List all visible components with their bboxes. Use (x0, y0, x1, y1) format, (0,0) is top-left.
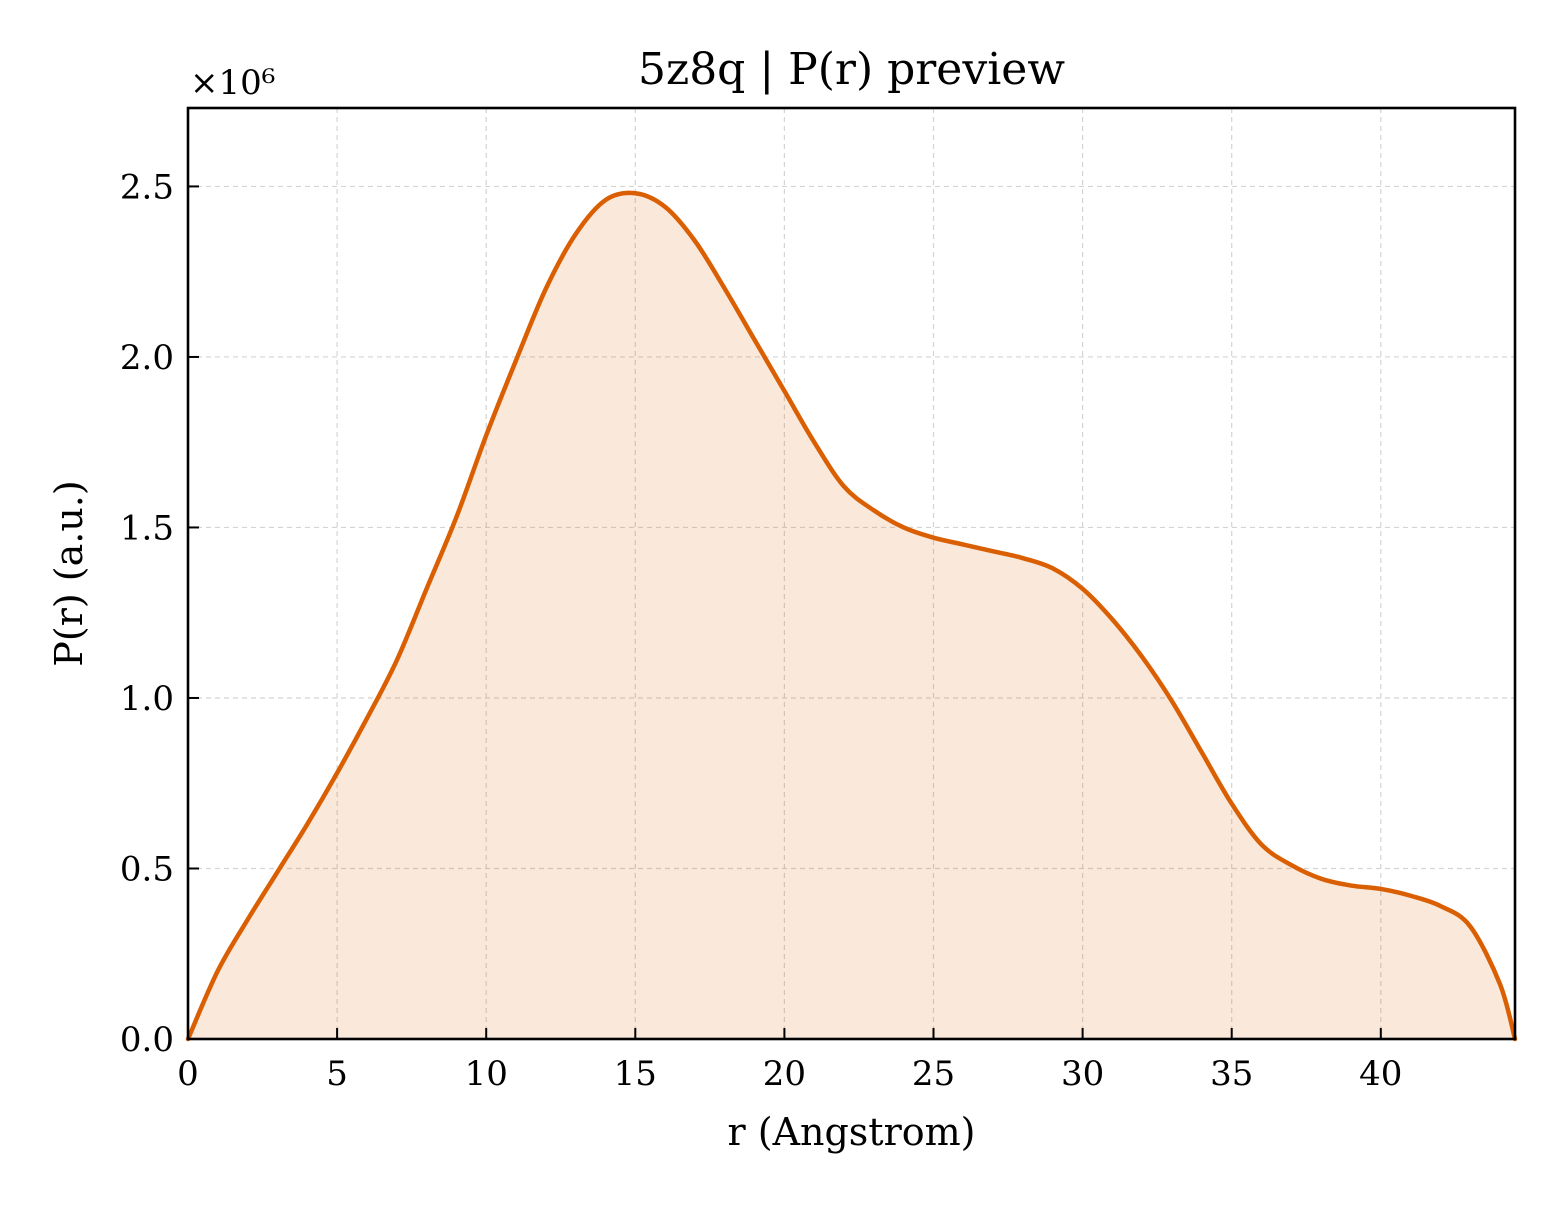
x-tick-label: 10 (465, 1054, 508, 1094)
x-tick-label: 20 (763, 1054, 806, 1094)
y-tick-label: 1.5 (120, 508, 174, 548)
x-tick-label: 5 (326, 1054, 348, 1094)
y-tick-label: 2.5 (120, 167, 174, 207)
series-line (185, 190, 1518, 1042)
y-axis-label: P(r) (a.u.) (47, 480, 91, 666)
y-tick-label: 0.0 (120, 1020, 174, 1060)
y-tick-label: 2.0 (120, 338, 174, 378)
y-tick-label: 1.0 (120, 679, 174, 719)
x-tick-label: 40 (1359, 1054, 1402, 1094)
x-tick-label: 30 (1061, 1054, 1104, 1094)
y-offset-label: ×10⁶ (190, 63, 275, 103)
x-tick-label: 25 (912, 1054, 955, 1094)
chart-title: 5z8q | P(r) preview (638, 44, 1065, 95)
x-tick-label: 35 (1210, 1054, 1253, 1094)
plot-frame (186, 106, 1517, 1041)
tick-layer: 0 5 10 15 20 25 30 35 40 0.0 0.5 1.0 1.5 2.0 2.5 (120, 167, 1403, 1094)
grid-layer (188, 108, 1515, 1039)
x-tick-label: 15 (614, 1054, 657, 1094)
x-tick-label: 0 (177, 1054, 199, 1094)
area-fill (188, 192, 1515, 1039)
y-tick-label: 0.5 (120, 849, 174, 889)
x-axis-label: r (Angstrom) (728, 1110, 976, 1154)
